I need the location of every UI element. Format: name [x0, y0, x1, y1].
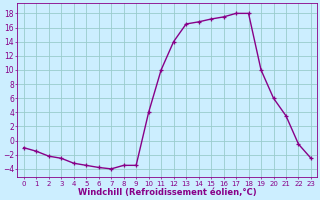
X-axis label: Windchill (Refroidissement éolien,°C): Windchill (Refroidissement éolien,°C)	[78, 188, 257, 197]
